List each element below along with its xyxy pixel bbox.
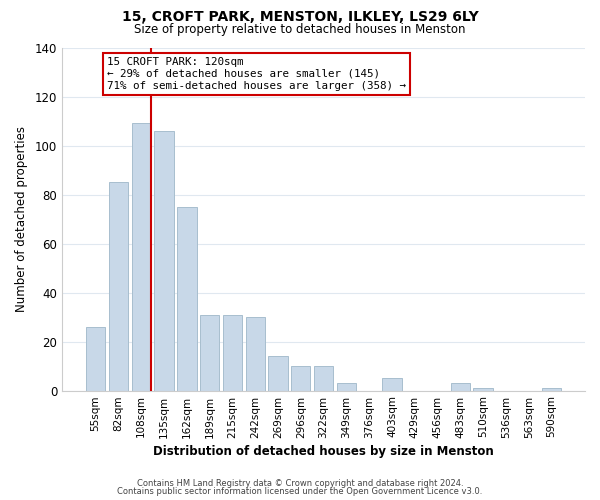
Bar	[268, 356, 287, 390]
Text: 15 CROFT PARK: 120sqm
← 29% of detached houses are smaller (145)
71% of semi-det: 15 CROFT PARK: 120sqm ← 29% of detached …	[107, 58, 406, 90]
Text: 15, CROFT PARK, MENSTON, ILKLEY, LS29 6LY: 15, CROFT PARK, MENSTON, ILKLEY, LS29 6L…	[122, 10, 478, 24]
Bar	[473, 388, 493, 390]
Text: Contains public sector information licensed under the Open Government Licence v3: Contains public sector information licen…	[118, 487, 482, 496]
Bar	[291, 366, 310, 390]
Bar	[337, 383, 356, 390]
Bar	[200, 314, 219, 390]
Bar	[177, 207, 197, 390]
Text: Contains HM Land Registry data © Crown copyright and database right 2024.: Contains HM Land Registry data © Crown c…	[137, 478, 463, 488]
Bar	[451, 383, 470, 390]
Bar	[314, 366, 333, 390]
X-axis label: Distribution of detached houses by size in Menston: Distribution of detached houses by size …	[153, 444, 494, 458]
Bar	[245, 317, 265, 390]
Bar	[154, 131, 174, 390]
Bar	[223, 314, 242, 390]
Y-axis label: Number of detached properties: Number of detached properties	[15, 126, 28, 312]
Text: Size of property relative to detached houses in Menston: Size of property relative to detached ho…	[134, 22, 466, 36]
Bar	[131, 124, 151, 390]
Bar	[109, 182, 128, 390]
Bar	[542, 388, 561, 390]
Bar	[382, 378, 401, 390]
Bar	[86, 327, 106, 390]
